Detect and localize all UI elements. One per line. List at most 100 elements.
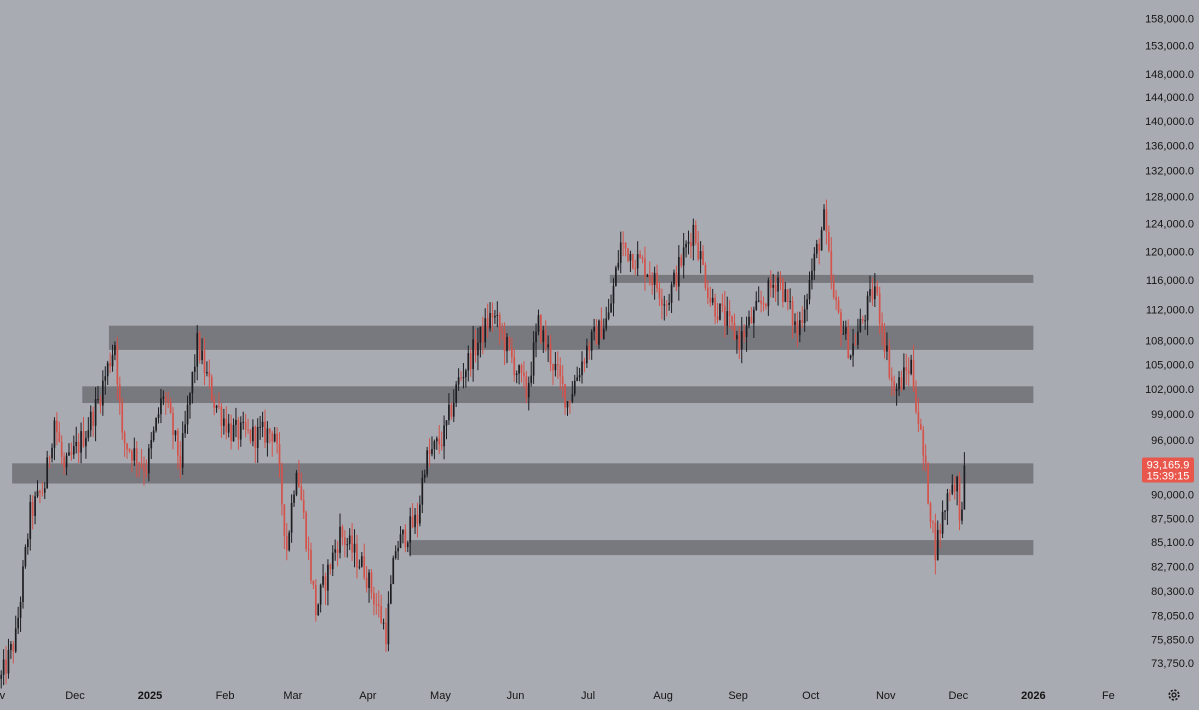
x-tick-label: May [430, 690, 451, 702]
candle [179, 441, 182, 479]
candle [890, 367, 893, 396]
candle [36, 480, 39, 498]
candle [830, 237, 833, 290]
candle [801, 306, 804, 329]
y-tick-label: 112,000.0 [1146, 305, 1194, 317]
candle [235, 407, 237, 438]
candle [818, 238, 821, 265]
x-tick-label: Dec [65, 690, 85, 702]
candle [910, 354, 912, 376]
candle [126, 443, 128, 459]
candle [409, 507, 412, 557]
candle [223, 408, 225, 435]
candle [627, 248, 629, 263]
candle [266, 421, 269, 457]
candle [760, 290, 762, 313]
candle [791, 296, 794, 339]
y-tick-label: 158,000.0 [1145, 14, 1194, 26]
candle [806, 293, 808, 322]
candle [356, 534, 358, 579]
candle [281, 462, 283, 516]
candle [668, 293, 670, 311]
candle [648, 261, 651, 286]
candle [254, 425, 257, 463]
candle [295, 470, 298, 497]
y-tick-label: 148,000.0 [1145, 69, 1194, 81]
candle [368, 569, 370, 603]
candle [857, 318, 859, 350]
gear-icon [1168, 689, 1180, 701]
candle [588, 341, 591, 360]
candle [784, 282, 787, 303]
candle [607, 298, 610, 321]
candle [111, 344, 114, 372]
bar-countdown: 15:39:15 [1147, 470, 1190, 482]
candle [189, 392, 191, 419]
candle [324, 572, 327, 605]
candle [900, 370, 903, 392]
candle [157, 407, 160, 424]
candle [203, 337, 206, 386]
candle [191, 371, 194, 404]
candle [302, 489, 305, 520]
last-price-tag: 93,165.9 15:39:15 [1142, 457, 1194, 483]
candle [506, 333, 508, 364]
x-tick-label: Jun [507, 690, 525, 702]
candle [116, 336, 119, 400]
chart-settings-button[interactable] [1168, 689, 1180, 701]
candle [426, 446, 428, 478]
candle [535, 323, 537, 358]
candle [220, 402, 223, 438]
candle [406, 540, 409, 553]
candle [702, 245, 704, 266]
y-tick-label: 90,000.0 [1151, 490, 1194, 502]
candle [39, 489, 41, 504]
candle [779, 271, 782, 291]
candle [452, 389, 455, 423]
candle [486, 303, 489, 339]
candle [481, 316, 484, 355]
candle [259, 415, 262, 440]
candle [26, 533, 29, 555]
candle [774, 275, 777, 302]
candle [832, 274, 835, 300]
candle [12, 640, 15, 664]
candle [460, 371, 462, 382]
y-tick-label: 99,000.0 [1151, 409, 1194, 421]
candle [709, 286, 712, 307]
candle [651, 271, 654, 295]
candle [690, 232, 692, 259]
candle [363, 543, 366, 581]
candle [467, 345, 470, 382]
candle [951, 474, 954, 496]
y-tick-label: 153,000.0 [1145, 41, 1194, 53]
candle [457, 368, 460, 391]
candle [373, 586, 375, 616]
candle [140, 448, 143, 469]
candle [515, 370, 518, 384]
candle [949, 489, 951, 502]
candle [602, 318, 605, 340]
candle [704, 262, 707, 291]
time-axis[interactable]: v Dec 2025 Feb Mar Apr May Jun Jul Aug Sep Oct Nov De… [0, 690, 1115, 702]
candle [213, 394, 216, 416]
candle [77, 433, 80, 463]
candle [682, 232, 685, 279]
candle [24, 544, 27, 569]
candle [697, 230, 700, 262]
candle [491, 302, 494, 333]
candle [465, 368, 467, 388]
candle [869, 275, 871, 303]
candle [387, 591, 390, 652]
price-axis[interactable]: 158,000.0 153,000.0 148,000.0 144,000.0 140,… [1145, 14, 1194, 671]
x-tick-label: Feb [216, 690, 235, 702]
candle [670, 281, 673, 313]
candle [232, 418, 235, 442]
candle [145, 459, 148, 478]
candle [310, 542, 312, 585]
candle [123, 430, 126, 457]
candle [726, 296, 729, 335]
candle [314, 579, 317, 622]
